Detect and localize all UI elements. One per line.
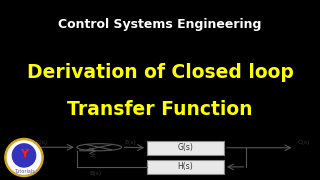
Text: C(s): C(s) [298,140,310,145]
Text: E(s): E(s) [125,140,137,145]
Bar [147,160,224,174]
Text: Tutorials: Tutorials [14,170,34,174]
Circle shape [12,144,36,167]
Text: B(s): B(s) [90,171,102,176]
Text: H(s): H(s) [178,162,194,171]
Text: G(s): G(s) [178,143,194,152]
Text: Control Systems Engineering: Control Systems Engineering [58,18,262,31]
Text: R(s): R(s) [35,140,47,145]
Text: Y: Y [20,149,28,159]
Bar [147,141,224,155]
Circle shape [7,141,41,174]
Text: ±: ± [90,152,95,158]
Text: Derivation of Closed loop: Derivation of Closed loop [27,63,293,82]
Text: Transfer Function: Transfer Function [67,100,253,119]
Text: Y: Y [20,148,28,161]
Circle shape [5,138,43,177]
